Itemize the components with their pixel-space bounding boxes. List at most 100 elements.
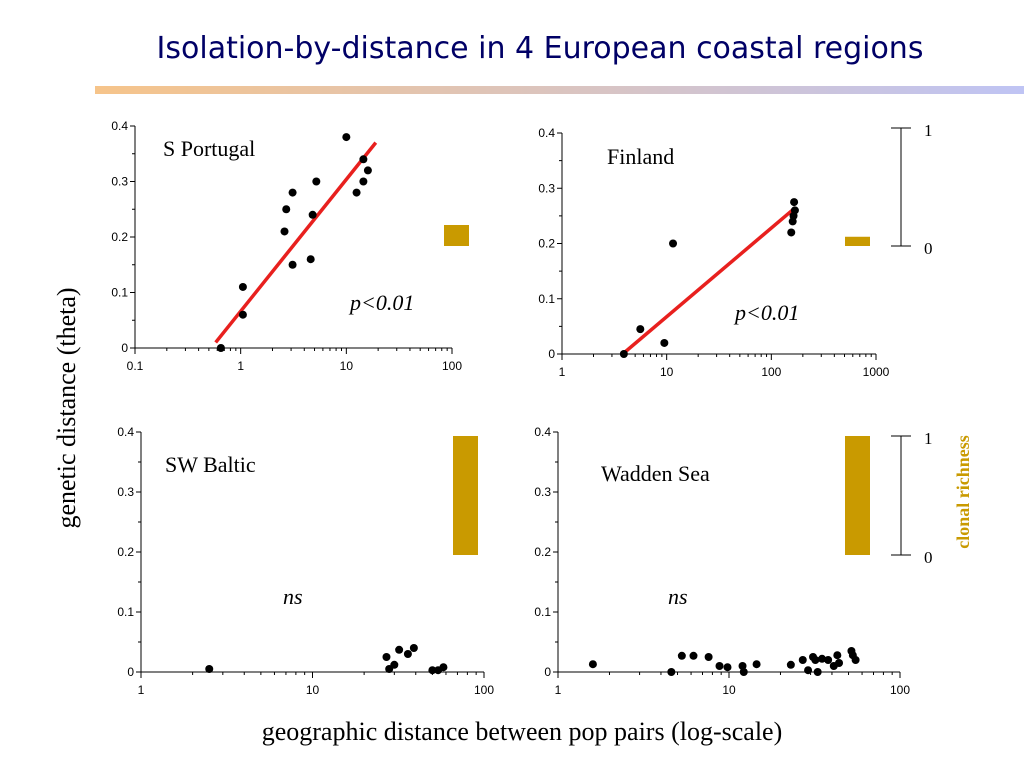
scale-label-bottom: 0 bbox=[924, 239, 933, 258]
panel-title: Wadden Sea bbox=[601, 461, 710, 486]
x-tick-label: 10 bbox=[660, 365, 674, 379]
data-point bbox=[811, 656, 820, 664]
data-point bbox=[787, 228, 796, 237]
y-tick-label: 0 bbox=[121, 341, 128, 355]
x-tick-label: 1000 bbox=[863, 365, 890, 379]
data-point bbox=[238, 310, 247, 319]
y-tick-label: 0.4 bbox=[111, 119, 128, 133]
x-tick-label: 100 bbox=[474, 683, 494, 697]
x-tick-label: 1 bbox=[237, 359, 244, 373]
data-point bbox=[660, 338, 669, 347]
data-point bbox=[704, 653, 713, 661]
data-point bbox=[752, 660, 761, 669]
regression-line bbox=[621, 206, 797, 356]
y-tick-label: 0.3 bbox=[117, 485, 134, 499]
data-point bbox=[798, 656, 807, 664]
y-tick-label: 0.2 bbox=[534, 545, 551, 559]
x-tick-label: 100 bbox=[890, 683, 910, 697]
data-point bbox=[804, 666, 813, 675]
clonal-richness-label: clonal richness bbox=[953, 435, 973, 549]
significance-label: ns bbox=[668, 584, 688, 609]
regression-line bbox=[214, 141, 378, 344]
x-tick-label: 1 bbox=[559, 365, 566, 379]
data-point bbox=[390, 660, 399, 669]
chart-panel: 0 0.1 0.2 0.3 0.4 1 10 100 1000 Finland p<0.01 bbox=[538, 126, 889, 379]
data-point bbox=[280, 227, 289, 236]
x-tick-label: 0.1 bbox=[127, 359, 144, 373]
data-point bbox=[395, 645, 404, 654]
significance-label: p<0.01 bbox=[348, 290, 414, 315]
x-axis-label: geographic distance between pop pairs (l… bbox=[262, 717, 783, 746]
y-tick-label: 0.4 bbox=[117, 425, 134, 439]
x-tick-label: 100 bbox=[442, 359, 462, 373]
x-tick-label: 10 bbox=[306, 683, 320, 697]
data-point bbox=[835, 659, 844, 667]
clonal-scale-top: 1 0 bbox=[891, 121, 933, 258]
clonal-richness-bar bbox=[453, 436, 478, 555]
chart-panel: 0 0.1 0.2 0.3 0.4 1 10 100 Wadden Sea ns bbox=[534, 425, 910, 697]
data-point bbox=[833, 651, 842, 660]
chart-panel: 0 0.1 0.2 0.3 0.4 0.1 1 10 100 S Portugal p<0.01 bbox=[111, 119, 469, 373]
significance-label: p<0.01 bbox=[733, 300, 799, 325]
chart-panel: 0 0.1 0.2 0.3 0.4 1 10 100 SW Baltic ns bbox=[117, 425, 494, 697]
data-point bbox=[238, 282, 247, 291]
data-point bbox=[312, 177, 321, 186]
data-point bbox=[588, 660, 597, 669]
y-tick-label: 0 bbox=[544, 665, 551, 679]
panel-title: Finland bbox=[607, 144, 674, 169]
data-point bbox=[439, 663, 448, 672]
data-point bbox=[288, 188, 297, 197]
slide-title: Isolation-by-distance in 4 European coas… bbox=[157, 31, 924, 66]
data-point bbox=[216, 344, 225, 352]
x-tick-label: 1 bbox=[555, 683, 562, 697]
data-point bbox=[428, 666, 437, 675]
data-point bbox=[851, 656, 860, 664]
data-point bbox=[282, 205, 291, 214]
y-tick-label: 0.3 bbox=[111, 175, 128, 189]
y-tick-label: 0.3 bbox=[534, 485, 551, 499]
data-point bbox=[619, 350, 628, 358]
panel-title: SW Baltic bbox=[165, 452, 256, 477]
data-point bbox=[403, 650, 412, 658]
clonal-richness-bar bbox=[444, 225, 469, 246]
data-point bbox=[689, 651, 698, 660]
data-point bbox=[205, 665, 214, 673]
y-tick-label: 0.2 bbox=[111, 230, 128, 244]
data-point bbox=[382, 653, 391, 661]
data-point bbox=[739, 668, 748, 676]
data-point bbox=[409, 644, 418, 652]
panel-title: S Portugal bbox=[163, 136, 255, 161]
data-point bbox=[790, 206, 799, 215]
data-point bbox=[813, 668, 822, 676]
y-tick-label: 0.1 bbox=[538, 292, 555, 306]
data-point bbox=[818, 654, 827, 663]
y-tick-label: 0.1 bbox=[534, 605, 551, 619]
data-point bbox=[306, 255, 315, 264]
data-point bbox=[667, 668, 676, 676]
y-tick-label: 0.1 bbox=[111, 286, 128, 300]
x-tick-label: 10 bbox=[722, 683, 736, 697]
scale-label-top: 1 bbox=[924, 121, 933, 140]
data-point bbox=[359, 177, 368, 186]
data-point bbox=[715, 662, 724, 670]
data-point bbox=[359, 155, 368, 164]
x-tick-label: 1 bbox=[138, 683, 145, 697]
data-point bbox=[723, 663, 732, 672]
data-point bbox=[669, 239, 678, 248]
scale-label-top: 1 bbox=[924, 429, 933, 448]
data-point bbox=[790, 198, 799, 207]
data-point bbox=[363, 166, 372, 175]
data-point bbox=[342, 133, 351, 142]
data-point bbox=[677, 651, 686, 660]
y-tick-label: 0 bbox=[548, 347, 555, 361]
clonal-richness-bar bbox=[845, 436, 870, 555]
title-rule bbox=[95, 86, 1024, 94]
data-point bbox=[786, 660, 795, 669]
data-point bbox=[824, 656, 833, 664]
y-tick-label: 0.4 bbox=[538, 126, 555, 140]
x-tick-label: 10 bbox=[340, 359, 354, 373]
scale-label-bottom: 0 bbox=[924, 548, 933, 567]
y-tick-label: 0.1 bbox=[117, 605, 134, 619]
